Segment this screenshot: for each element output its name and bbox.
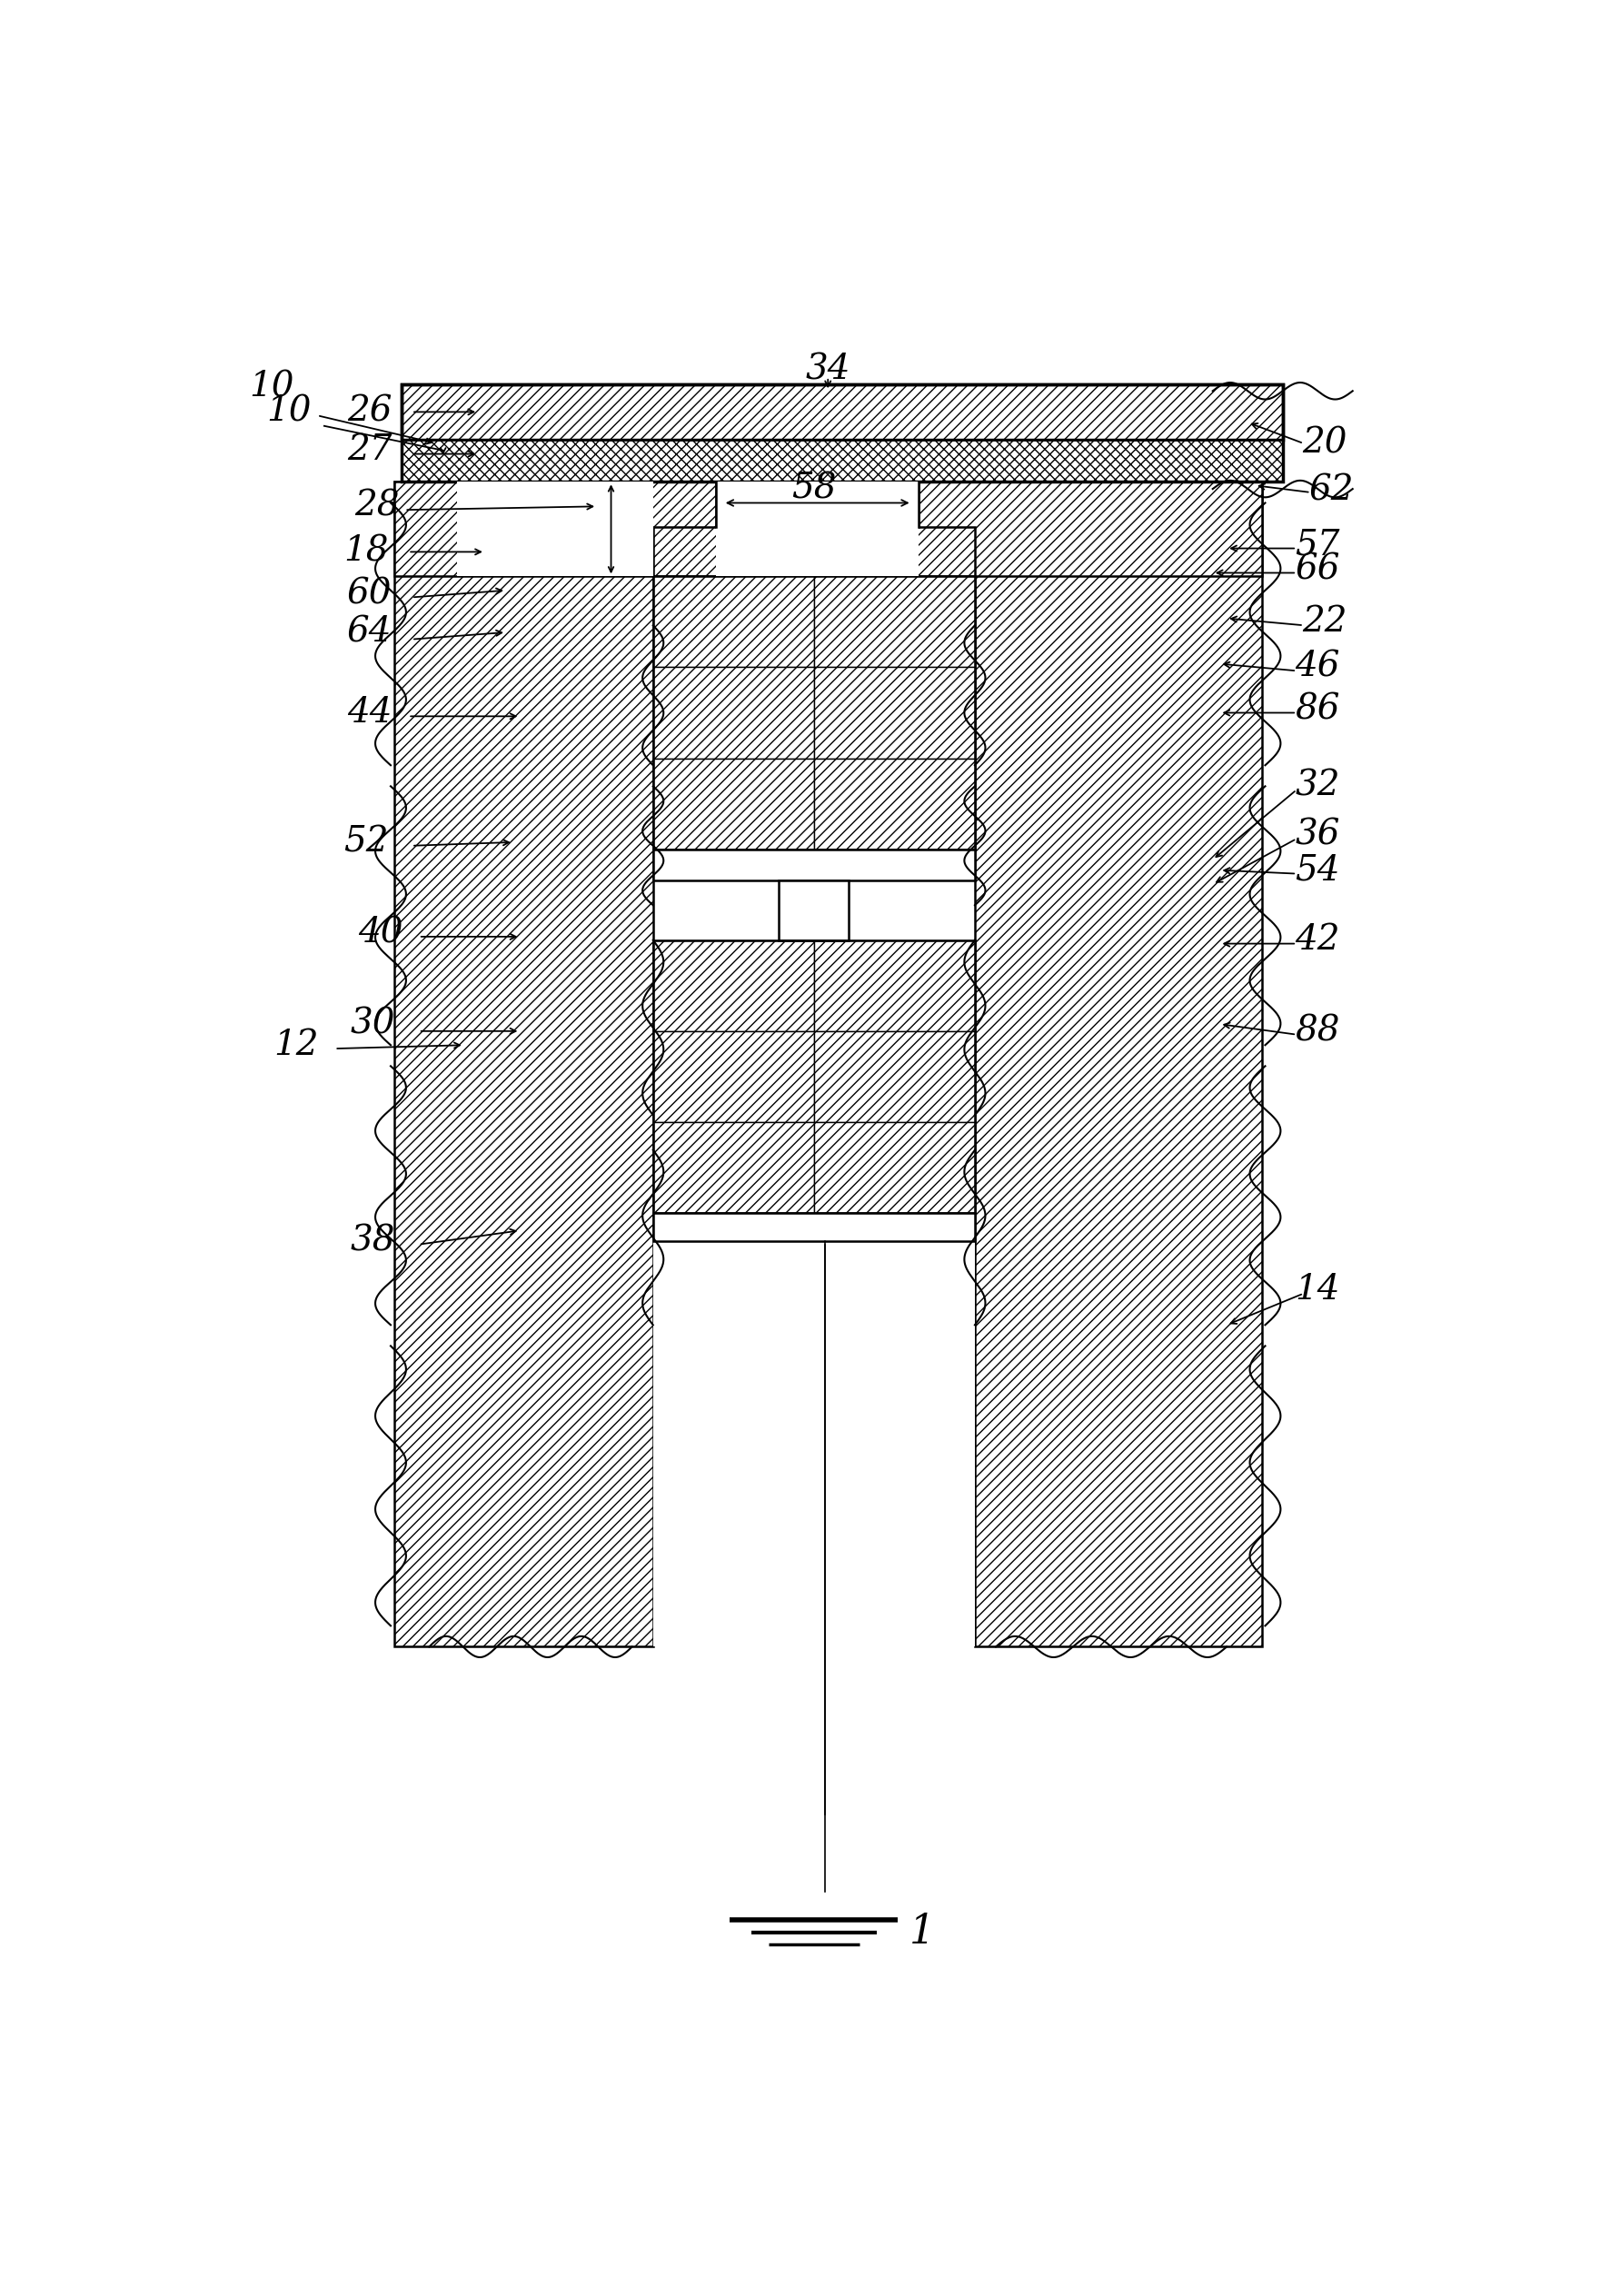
Bar [815,576,974,668]
Bar [654,758,815,850]
Text: 46: 46 [1294,650,1340,684]
Text: 28: 28 [354,489,399,523]
Bar [919,482,1262,576]
Text: 86: 86 [1294,693,1340,726]
Bar [654,576,815,668]
Bar [654,576,974,850]
Text: 30: 30 [351,1008,396,1040]
Bar [815,758,974,850]
Text: 40: 40 [357,916,402,951]
Bar [654,668,815,758]
Text: 88: 88 [1294,1015,1340,1047]
Text: 22: 22 [1302,606,1348,638]
Text: 62: 62 [1309,475,1354,507]
Text: 10: 10 [267,395,312,429]
Text: 66: 66 [1294,553,1340,585]
Bar [654,1212,974,1240]
Bar [394,482,716,576]
Bar [654,850,974,882]
Bar [716,528,919,576]
Bar [401,383,1283,441]
Bar [654,939,815,1031]
Bar [654,1123,815,1212]
Bar [654,939,974,1212]
Text: 34: 34 [805,354,850,386]
Text: 57: 57 [1294,528,1340,563]
Bar [815,668,974,758]
Text: 26: 26 [348,395,393,429]
Text: 60: 60 [348,576,393,611]
Bar [815,1123,974,1212]
Bar [815,1031,974,1123]
Text: 27: 27 [348,434,393,466]
Text: 42: 42 [1294,923,1340,957]
Bar [815,939,974,1031]
Bar [401,383,1283,482]
Bar [457,482,654,576]
Text: 10: 10 [250,370,295,404]
Bar [654,1031,815,1123]
Bar [654,528,974,576]
Text: 58: 58 [792,473,837,505]
Text: 38: 38 [351,1224,396,1258]
Text: 1: 1 [910,1913,935,1952]
Text: 52: 52 [343,824,388,859]
Text: 44: 44 [348,696,393,730]
Text: 64: 64 [348,615,393,650]
Bar [394,482,654,1646]
Text: 36: 36 [1294,817,1340,852]
Text: 20: 20 [1302,427,1348,459]
Text: 12: 12 [274,1029,319,1063]
Text: 14: 14 [1294,1274,1340,1306]
Text: 54: 54 [1294,854,1340,886]
Bar [974,482,1262,1646]
Text: 18: 18 [343,535,388,569]
Bar [716,482,919,528]
Bar [401,441,1283,482]
Bar [654,1240,974,1646]
Bar [779,882,848,939]
Text: 32: 32 [1294,769,1340,804]
